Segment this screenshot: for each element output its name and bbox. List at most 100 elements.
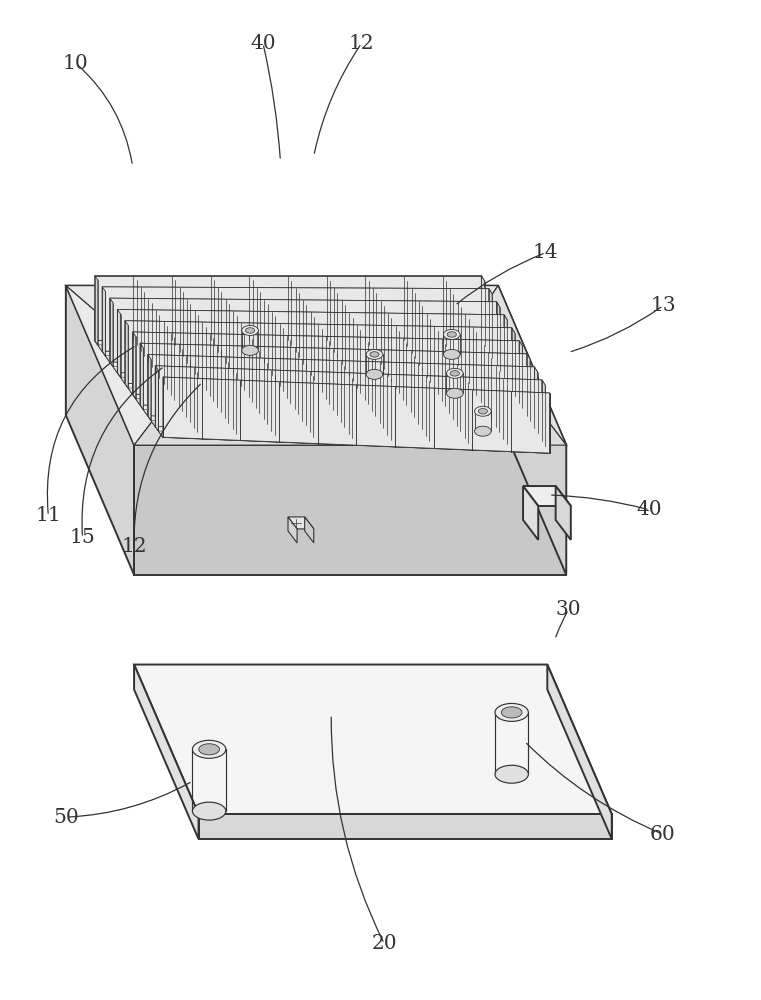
- Ellipse shape: [478, 409, 488, 414]
- Text: 50: 50: [53, 808, 78, 827]
- Ellipse shape: [501, 707, 522, 718]
- Polygon shape: [125, 321, 515, 333]
- Polygon shape: [519, 341, 523, 408]
- Polygon shape: [498, 286, 566, 575]
- Polygon shape: [155, 366, 158, 431]
- Polygon shape: [134, 665, 199, 839]
- Ellipse shape: [246, 328, 255, 333]
- Polygon shape: [135, 399, 527, 416]
- Polygon shape: [155, 366, 545, 385]
- Polygon shape: [148, 354, 534, 428]
- Polygon shape: [128, 388, 519, 403]
- Polygon shape: [132, 332, 135, 399]
- Text: 12: 12: [349, 34, 374, 53]
- Polygon shape: [163, 377, 549, 393]
- Polygon shape: [132, 332, 523, 346]
- Polygon shape: [163, 377, 549, 453]
- Polygon shape: [523, 486, 571, 506]
- Polygon shape: [288, 517, 314, 529]
- Polygon shape: [66, 286, 498, 311]
- Polygon shape: [125, 321, 128, 388]
- Polygon shape: [110, 298, 500, 307]
- Text: 40: 40: [637, 500, 663, 519]
- Text: 30: 30: [556, 600, 581, 619]
- Polygon shape: [140, 343, 527, 416]
- Polygon shape: [94, 311, 163, 437]
- Polygon shape: [482, 311, 549, 453]
- Ellipse shape: [447, 332, 457, 337]
- Text: 13: 13: [651, 296, 676, 315]
- Polygon shape: [110, 298, 113, 366]
- Ellipse shape: [495, 765, 528, 783]
- Polygon shape: [106, 356, 496, 365]
- Polygon shape: [304, 517, 314, 543]
- Polygon shape: [511, 328, 515, 396]
- Ellipse shape: [447, 368, 463, 378]
- Polygon shape: [120, 377, 511, 391]
- Ellipse shape: [447, 388, 463, 398]
- Polygon shape: [110, 298, 496, 365]
- Polygon shape: [288, 517, 297, 543]
- Polygon shape: [102, 287, 106, 356]
- Polygon shape: [482, 276, 485, 346]
- Text: 20: 20: [371, 934, 397, 953]
- Polygon shape: [94, 340, 549, 453]
- Polygon shape: [66, 286, 566, 445]
- Polygon shape: [496, 302, 500, 371]
- Polygon shape: [134, 665, 612, 814]
- Ellipse shape: [495, 703, 528, 721]
- Ellipse shape: [193, 740, 226, 758]
- Polygon shape: [163, 407, 549, 453]
- Polygon shape: [556, 486, 571, 540]
- Polygon shape: [155, 366, 542, 441]
- Polygon shape: [117, 309, 120, 377]
- Polygon shape: [102, 287, 492, 294]
- Polygon shape: [66, 286, 163, 445]
- Polygon shape: [66, 286, 134, 575]
- Polygon shape: [547, 665, 612, 839]
- Polygon shape: [94, 276, 485, 281]
- Polygon shape: [134, 407, 566, 445]
- Polygon shape: [489, 289, 492, 358]
- Polygon shape: [542, 380, 545, 446]
- Polygon shape: [140, 343, 143, 409]
- Polygon shape: [134, 445, 566, 575]
- Polygon shape: [113, 366, 504, 378]
- Polygon shape: [534, 367, 537, 433]
- Polygon shape: [140, 343, 530, 359]
- Ellipse shape: [475, 406, 491, 416]
- Polygon shape: [523, 486, 538, 540]
- Polygon shape: [94, 276, 98, 345]
- Text: 10: 10: [63, 54, 88, 73]
- Polygon shape: [199, 814, 612, 839]
- Polygon shape: [117, 309, 504, 378]
- Text: 14: 14: [533, 243, 559, 262]
- Ellipse shape: [366, 369, 383, 379]
- Polygon shape: [98, 345, 489, 353]
- Polygon shape: [504, 315, 508, 383]
- Ellipse shape: [370, 352, 379, 357]
- Polygon shape: [94, 276, 482, 340]
- Polygon shape: [125, 321, 511, 391]
- Polygon shape: [482, 286, 566, 445]
- Polygon shape: [148, 354, 537, 372]
- Ellipse shape: [242, 345, 259, 355]
- Text: 11: 11: [36, 506, 62, 525]
- Polygon shape: [132, 332, 519, 403]
- Ellipse shape: [193, 802, 226, 820]
- Ellipse shape: [199, 744, 219, 755]
- Ellipse shape: [444, 349, 460, 359]
- Polygon shape: [158, 431, 549, 453]
- Text: 60: 60: [650, 825, 676, 844]
- Ellipse shape: [475, 426, 491, 436]
- Polygon shape: [148, 354, 151, 420]
- Polygon shape: [151, 420, 542, 441]
- Polygon shape: [143, 409, 534, 428]
- Ellipse shape: [366, 349, 383, 359]
- Ellipse shape: [451, 371, 460, 376]
- Ellipse shape: [242, 325, 259, 335]
- Text: 40: 40: [250, 34, 275, 53]
- Polygon shape: [117, 309, 508, 320]
- Ellipse shape: [444, 329, 460, 339]
- Polygon shape: [102, 287, 489, 353]
